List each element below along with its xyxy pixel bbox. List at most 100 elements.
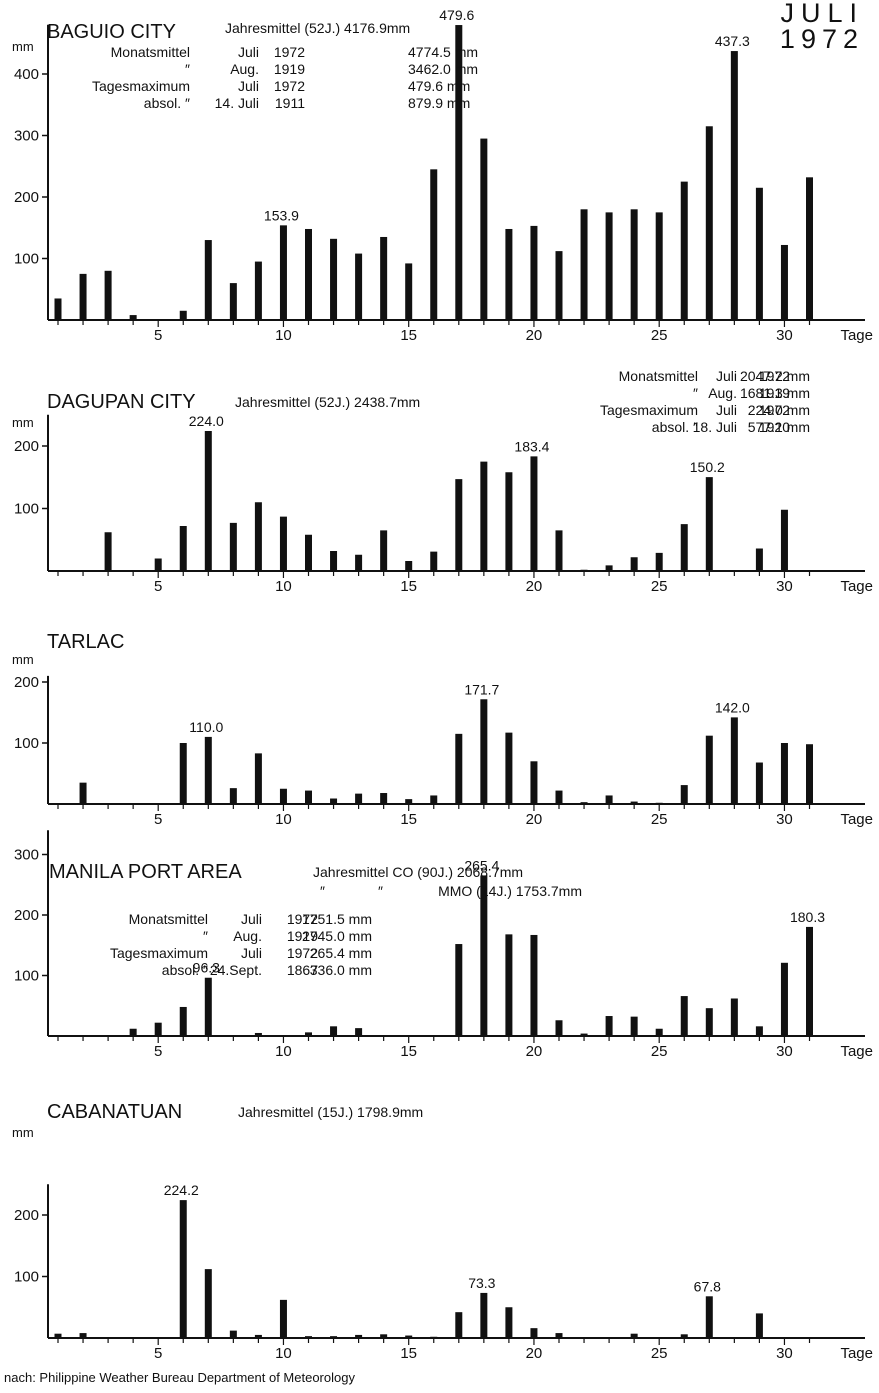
bar (104, 532, 112, 571)
bar (530, 456, 538, 571)
y-tick-label: 100 (14, 968, 39, 985)
chart-subtitle: Jahresmittel (52J.) 4176.9mm (225, 20, 410, 36)
bar (204, 977, 212, 1036)
x-tick-label: 15 (400, 578, 417, 595)
annotation-cell: absol. ″ (162, 962, 208, 978)
data-label: 96.3 (193, 960, 220, 976)
data-label: 150.2 (690, 459, 725, 475)
bar (480, 875, 488, 1036)
x-tick-label: 20 (526, 1345, 543, 1362)
x-tick-label: 15 (400, 811, 417, 828)
bar (380, 530, 388, 571)
bar (405, 561, 413, 571)
annotation-cell: Juli (716, 368, 737, 384)
data-label: 142.0 (715, 699, 750, 715)
data-label: 224.0 (189, 413, 224, 429)
x-tick-label: 30 (776, 1043, 793, 1060)
bar (555, 530, 563, 571)
bar (79, 1333, 87, 1338)
annotation-cell: 1919 (274, 61, 305, 77)
ditto-mark: ″ (320, 883, 325, 899)
x-tick-label: 25 (651, 1043, 668, 1060)
bar (430, 795, 438, 804)
bar (555, 251, 563, 320)
y-tick-label: 200 (14, 438, 39, 455)
bar (780, 962, 788, 1036)
annotation-cell: 1911 (275, 95, 305, 111)
bar (780, 509, 788, 571)
x-tick-label: 25 (651, 1345, 668, 1362)
bar (480, 699, 488, 804)
bar (54, 298, 62, 320)
annotation-cell: Tagesmaximum (600, 402, 698, 418)
annotation-cell: 577.1 mm (748, 419, 810, 435)
bar (305, 790, 312, 804)
annotation-cell: 265.4 mm (310, 945, 372, 961)
annotation-cell: 1919 (287, 928, 318, 944)
bar (305, 228, 312, 320)
bar (330, 1026, 338, 1036)
bar (179, 526, 187, 571)
bar (730, 51, 738, 321)
bar (655, 802, 663, 804)
bar (179, 310, 187, 320)
annotation-cell: Aug. (230, 61, 259, 77)
chart-title: DAGUPAN CITY (47, 391, 196, 413)
bar (279, 516, 287, 571)
bar (580, 802, 588, 804)
bar (430, 169, 438, 320)
bar (755, 1026, 763, 1036)
annotation-cell: 224.0 mm (748, 402, 810, 418)
bar (179, 743, 187, 804)
bar (380, 793, 388, 804)
bar (630, 1333, 638, 1338)
y-tick-label: 200 (14, 907, 39, 924)
bar (405, 263, 413, 320)
x-axis-label: Tage (840, 811, 873, 828)
bar (680, 524, 688, 571)
bar (455, 1312, 463, 1338)
bar (455, 944, 463, 1036)
x-tick-label: 20 (526, 1043, 543, 1060)
annotation-cell: Aug. (708, 385, 737, 401)
bar (505, 472, 513, 571)
bar (305, 1336, 312, 1338)
x-tick-label: 5 (154, 811, 162, 828)
data-label: 224.2 (164, 1182, 199, 1198)
data-label: 171.7 (464, 681, 499, 697)
annotation-cell: Tagesmaximum (110, 945, 208, 961)
bar (254, 753, 262, 804)
bar (680, 996, 688, 1036)
bar (580, 1033, 588, 1036)
x-tick-label: 25 (651, 811, 668, 828)
chart-title: BAGUIO CITY (47, 21, 176, 43)
x-tick-label: 10 (275, 578, 292, 595)
x-tick-label: 20 (526, 578, 543, 595)
bar (104, 270, 112, 320)
bar (279, 788, 287, 804)
bar (405, 1335, 413, 1338)
data-label: 265.4 (464, 857, 499, 873)
annotation-cell: ″ (203, 928, 208, 944)
x-tick-label: 25 (651, 327, 668, 344)
x-tick-label: 10 (275, 327, 292, 344)
bar (555, 790, 563, 804)
bar (279, 225, 287, 320)
bar (79, 782, 87, 804)
bar (355, 1334, 363, 1338)
chart-subtitle: Jahresmittel (15J.) 1798.9mm (238, 1104, 423, 1120)
x-tick-label: 10 (275, 1043, 292, 1060)
x-tick-label: 15 (400, 1043, 417, 1060)
x-tick-label: 25 (651, 578, 668, 595)
annotation-cell: 1920 (759, 419, 790, 435)
data-label: 153.9 (264, 207, 299, 223)
y-tick-label: 100 (14, 251, 39, 268)
annotation-cell: 1972 (287, 911, 318, 927)
bar (806, 177, 813, 320)
bar (480, 1292, 488, 1338)
bar (530, 934, 538, 1036)
data-label: 67.8 (694, 1278, 721, 1294)
annotation-cell: Juli (238, 44, 259, 60)
annotation-cell: 1919 (759, 385, 790, 401)
bar (129, 315, 137, 320)
